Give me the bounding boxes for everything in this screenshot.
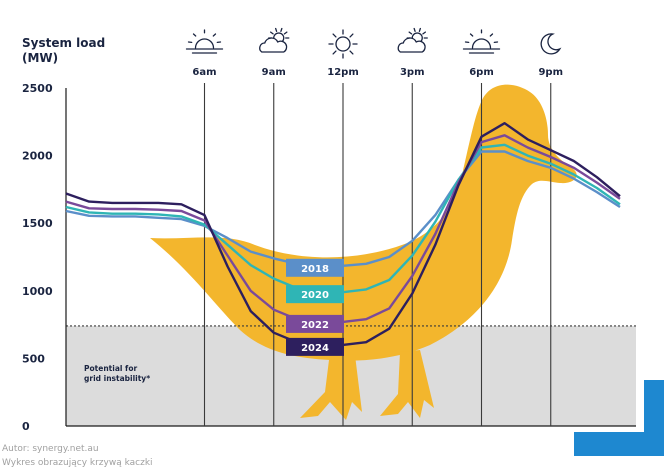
- sun-behind-cloud-icon: [260, 28, 289, 52]
- time-label: 6pm: [469, 67, 494, 78]
- sun-icon: [329, 30, 357, 58]
- sunrise-icon: [187, 30, 223, 53]
- time-label: 12pm: [327, 67, 359, 78]
- source-credit: Autor: synergy.net.au: [2, 444, 99, 454]
- sunset-icon: [464, 30, 500, 53]
- instability-label-line1: Potential for: [84, 364, 137, 373]
- moon-icon: [541, 34, 560, 54]
- sun-behind-cloud-icon: [398, 28, 427, 52]
- y-tick-label: 1500: [22, 217, 53, 230]
- series-label-2022: 2022: [301, 320, 329, 331]
- series-label-2018: 2018: [301, 264, 329, 275]
- y-tick-label: 2000: [22, 150, 53, 163]
- instability-label-line2: grid instability*: [84, 374, 150, 383]
- time-label: 3pm: [400, 67, 425, 78]
- y-tick-label: 1000: [22, 285, 53, 298]
- y-tick-label: 0: [22, 420, 30, 433]
- y-tick-label: 500: [22, 352, 45, 365]
- y-axis-title-line1: System load: [22, 36, 105, 50]
- series-label-2020: 2020: [301, 290, 329, 301]
- y-tick-label: 2500: [22, 82, 53, 95]
- time-label: 9pm: [538, 67, 563, 78]
- time-label: 6am: [192, 67, 216, 78]
- y-axis-title-line2: (MW): [22, 51, 58, 65]
- time-label: 9am: [262, 67, 286, 78]
- series-label-2024: 2024: [301, 343, 329, 354]
- chart-caption: Wykres obrazujący krzywą kaczki: [2, 458, 153, 468]
